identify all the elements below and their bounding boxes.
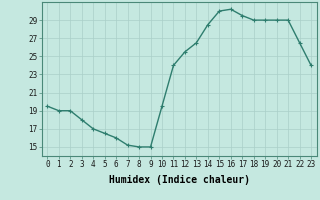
X-axis label: Humidex (Indice chaleur): Humidex (Indice chaleur) (109, 175, 250, 185)
